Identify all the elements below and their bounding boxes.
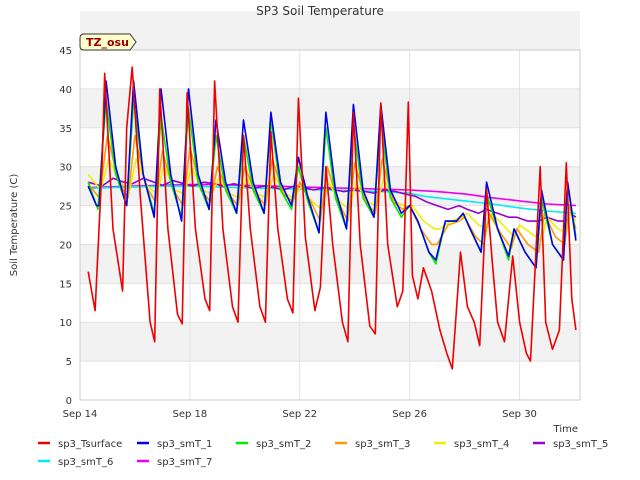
legend-item-sp3-smT-6: sp3_smT_6 xyxy=(38,457,113,468)
background-band xyxy=(80,322,580,362)
x-tick-label: Sep 18 xyxy=(173,409,208,420)
legend-label: sp3_smT_5 xyxy=(553,439,608,450)
y-tick-label: 25 xyxy=(59,202,72,213)
legend: sp3_Tsurface sp3_smT_1 sp3_smT_2 sp3_smT_3 s… xyxy=(38,439,608,468)
site-badge-box xyxy=(79,33,137,51)
series-layer xyxy=(87,66,577,370)
x-tick-label: Sep 26 xyxy=(392,409,427,420)
site-badge: TZ_osu xyxy=(79,33,137,51)
background-band xyxy=(80,244,580,284)
legend-item-sp3-smT-2: sp3_smT_2 xyxy=(236,439,311,450)
y-tick-label: 0 xyxy=(66,396,72,407)
legend-label: sp3_smT_1 xyxy=(157,439,212,450)
legend-item-sp3-smT-4: sp3_smT_4 xyxy=(434,439,509,450)
x-axis-ticks: Sep 14 Sep 18 Sep 22 Sep 26 Sep 30 xyxy=(63,409,537,420)
chart-title: SP3 Soil Temperature xyxy=(256,4,384,18)
y-axis-ticks: 0 5 10 15 20 25 30 35 40 45 xyxy=(59,46,72,407)
legend-item-sp3-smT-1: sp3_smT_1 xyxy=(137,439,212,450)
legend-label: sp3_smT_6 xyxy=(58,457,113,468)
series-line-sp3-smT-1 xyxy=(87,80,577,269)
y-tick-label: 40 xyxy=(59,85,72,96)
background-band xyxy=(80,88,580,128)
x-tick-label: Sep 30 xyxy=(502,409,537,420)
y-tick-label: 35 xyxy=(59,124,72,135)
plot-frame xyxy=(79,49,581,401)
y-tick-label: 15 xyxy=(59,279,72,290)
x-tick-label: Sep 22 xyxy=(282,409,317,420)
legend-item-sp3-smT-5: sp3_smT_5 xyxy=(533,439,608,450)
series-line-sp3-Tsurface xyxy=(87,66,577,370)
x-tick-label: Sep 14 xyxy=(63,409,98,420)
series-line-sp3-smT-5 xyxy=(87,177,577,222)
legend-label: sp3_Tsurface xyxy=(58,439,122,450)
background-band xyxy=(80,11,580,50)
legend-item-sp3-smT-3: sp3_smT_3 xyxy=(335,439,410,450)
legend-item-sp3-Tsurface: sp3_Tsurface xyxy=(38,439,122,450)
y-tick-label: 30 xyxy=(59,163,72,174)
y-tick-label: 10 xyxy=(59,318,72,329)
y-tick-label: 20 xyxy=(59,240,72,251)
y-axis-label: Soil Temperature (C) xyxy=(9,174,20,277)
legend-label: sp3_smT_7 xyxy=(157,457,212,468)
site-badge-label: TZ_osu xyxy=(86,36,129,49)
background-bands xyxy=(80,11,580,362)
legend-label: sp3_smT_3 xyxy=(355,439,410,450)
y-tick-label: 45 xyxy=(59,46,72,57)
legend-label: sp3_smT_2 xyxy=(256,439,311,450)
y-tick-label: 5 xyxy=(66,357,72,368)
legend-label: sp3_smT_4 xyxy=(454,439,509,450)
legend-item-sp3-smT-7: sp3_smT_7 xyxy=(137,457,212,468)
x-axis-label: Time xyxy=(553,424,578,435)
